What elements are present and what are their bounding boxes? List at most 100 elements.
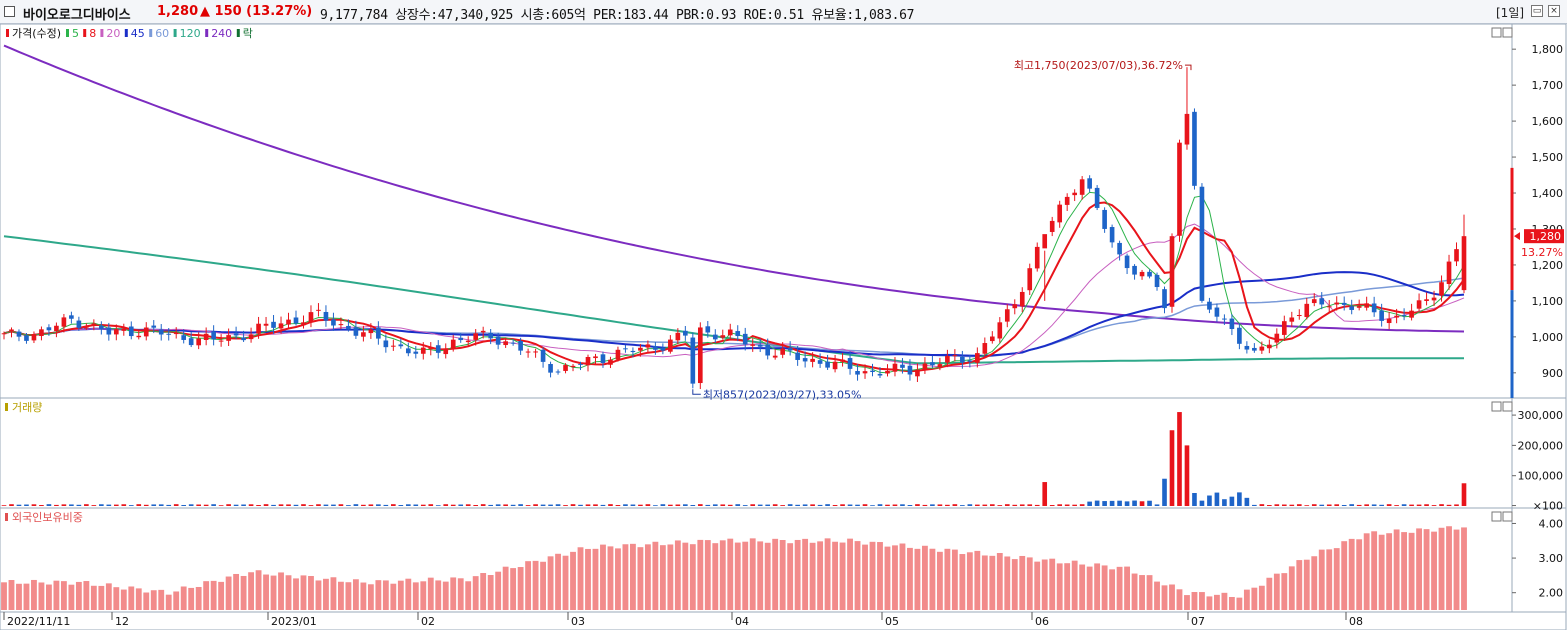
volume-bar [683, 504, 688, 506]
foreign-bar [757, 541, 764, 610]
foreign-bar [1191, 592, 1198, 610]
foreign-bar [165, 594, 172, 610]
candle-body [323, 311, 329, 321]
legend-label-1: 5 [72, 27, 79, 40]
foreign-bar [981, 555, 988, 610]
volume-bar [495, 504, 501, 506]
candle-body [690, 337, 696, 384]
current-change-label: 13.27% [1521, 246, 1563, 259]
candle-body [1416, 300, 1422, 309]
candle-body [1004, 309, 1010, 322]
foreign-bar [90, 585, 97, 610]
candle-body [907, 365, 913, 375]
foreign-bar [1026, 557, 1033, 610]
select-checkbox[interactable] [4, 6, 15, 17]
foreign-bar [704, 540, 711, 610]
price-tick-label: 1,000 [1532, 331, 1564, 344]
volume-bar [31, 504, 37, 506]
volume-bar [39, 505, 44, 506]
panel-close-icon [1502, 511, 1513, 522]
foreign-bar [450, 577, 457, 610]
legend-swatch [173, 29, 177, 37]
volume-bar [1334, 504, 1340, 506]
foreign-bar [8, 580, 15, 610]
ma240-line [3, 44, 1465, 333]
volume-bar [1289, 504, 1295, 506]
foreign-bar [1341, 541, 1348, 610]
volume-bar [293, 504, 299, 506]
candle-body [930, 362, 935, 366]
candle-body [877, 373, 883, 376]
foreign-bar [847, 538, 853, 610]
volume-bar [1049, 505, 1055, 506]
volume-bar [510, 504, 516, 506]
volume-bar [1349, 504, 1355, 506]
candle-body [802, 358, 808, 362]
volume-bar [1296, 504, 1302, 506]
foreign-bar [802, 538, 809, 610]
foreign-bar [1326, 549, 1333, 610]
candle-body [353, 327, 359, 336]
title-bar: 바이오로그디바이스 1,280 ▲ 150 (13.27%) 9,177,784… [0, 0, 1567, 24]
legend-label-2: 8 [89, 27, 96, 40]
volume-bar [1454, 504, 1459, 506]
volume-bar [1431, 505, 1437, 506]
volume-bar [1139, 501, 1145, 506]
candle-body [143, 327, 149, 337]
close-window-button[interactable]: × [1548, 5, 1560, 17]
foreign-bar [1288, 566, 1295, 610]
candle-body [495, 336, 501, 345]
candle-body [780, 348, 785, 355]
volume-bar [1177, 412, 1182, 506]
foreign-bar [1019, 555, 1026, 610]
foreign-bar [1101, 565, 1108, 610]
volume-bar [1102, 501, 1107, 506]
foreign-bar [397, 580, 404, 610]
candle-body [623, 348, 628, 350]
candle-body [1319, 298, 1325, 305]
candle-body [660, 347, 666, 351]
volume-bar [967, 504, 973, 506]
panel-close-icon [1502, 27, 1513, 38]
legend-swatch [66, 29, 69, 37]
volume-bar [840, 504, 845, 506]
volume-bar [787, 504, 793, 506]
volume-bar [952, 504, 958, 506]
volume-bar [555, 504, 561, 506]
volume-bar [855, 504, 860, 506]
foreign-bar [1161, 585, 1168, 610]
candle-body [218, 340, 224, 342]
volume-bar [997, 505, 1003, 506]
candle-body [1034, 246, 1040, 269]
restore-window-button[interactable]: ▭ [1531, 5, 1543, 17]
foreign-bar [525, 561, 532, 610]
volume-bar [1371, 504, 1377, 506]
volume-bar [832, 505, 838, 506]
candle-body [1229, 318, 1235, 330]
candle-body [316, 309, 321, 311]
candle-body [510, 342, 516, 344]
foreign-bar [547, 556, 554, 610]
candle-body [1289, 317, 1295, 322]
candle-body [61, 317, 67, 327]
stock-name: 바이오로그디바이스 [23, 8, 131, 23]
candle-body [645, 344, 651, 348]
candle-body [16, 331, 22, 337]
candle-body [675, 332, 681, 341]
candle-body [945, 355, 950, 363]
volume-bar [368, 504, 374, 506]
volume-bar [615, 505, 621, 506]
foreign-bar [1131, 573, 1138, 610]
volume-bar [1019, 504, 1025, 506]
price-tick-label: 1,100 [1532, 295, 1564, 308]
candle-body [420, 347, 426, 354]
period-selector[interactable]: [1일] [1496, 6, 1525, 20]
foreign-bar [1011, 559, 1018, 610]
foreign-bar [1056, 563, 1063, 610]
foreign-bar [158, 589, 165, 610]
volume-bar [727, 504, 733, 506]
candle-body [1409, 310, 1414, 318]
foreign-bar [188, 587, 195, 610]
volume-bar [1169, 430, 1175, 506]
candle-body [106, 327, 112, 335]
